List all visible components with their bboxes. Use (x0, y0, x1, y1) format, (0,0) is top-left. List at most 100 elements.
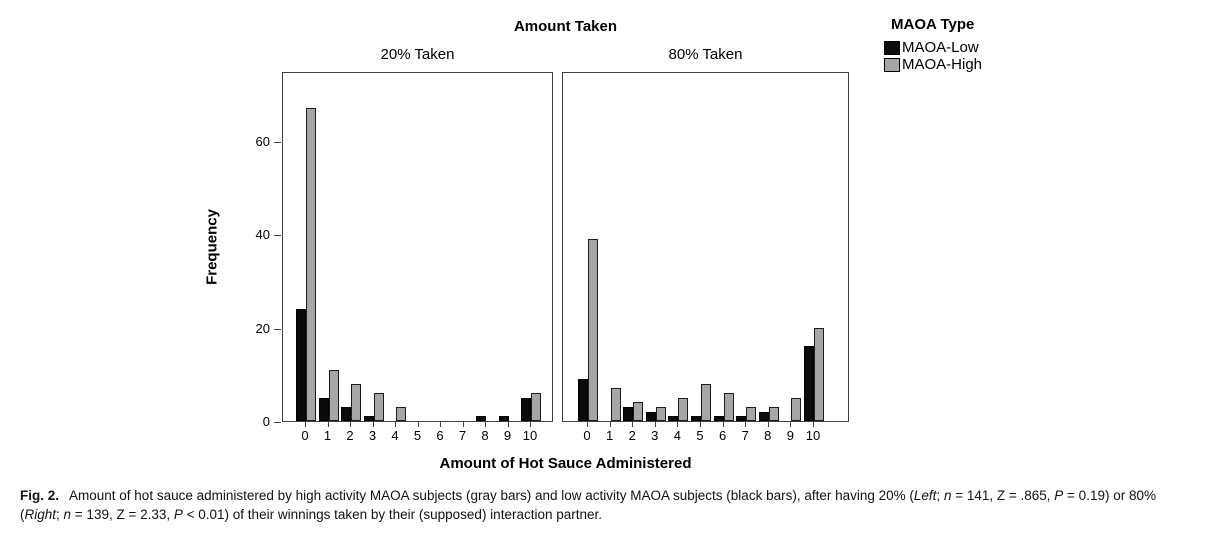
bar-maoa-high (633, 402, 644, 421)
bar-maoa-high (814, 328, 824, 421)
bar-maoa-high (655, 407, 666, 421)
x-tick-label: 10 (805, 428, 821, 443)
bar-maoa-low (476, 416, 486, 421)
bar-maoa-high (701, 384, 711, 421)
y-tick (274, 142, 281, 143)
x-tick-label: 9 (503, 428, 512, 443)
x-tick-label: 4 (673, 428, 681, 443)
bar-maoa-high (373, 393, 384, 421)
bar-maoa-high (610, 388, 621, 421)
y-axis-title: Frequency (203, 209, 221, 285)
x-tick-label: 7 (741, 428, 749, 443)
x-tick (305, 422, 306, 427)
bar-maoa-high (351, 384, 361, 421)
y-tick-label: 20 (255, 320, 270, 336)
x-tick (440, 422, 441, 427)
x-tick-label: 4 (391, 428, 399, 443)
caption-text: Left (913, 488, 937, 503)
y-tick (274, 235, 281, 237)
y-tick-label: 60 (255, 134, 270, 149)
x-tick (507, 422, 509, 427)
x-tick-label: 10 (522, 428, 538, 443)
x-tick (745, 422, 747, 427)
caption-text: P (173, 506, 183, 522)
x-tick-label: 3 (651, 428, 659, 443)
bar-maoa-low (691, 416, 701, 421)
x-axis-title: Amount of Hot Sauce Administered (439, 455, 692, 472)
legend: MAOA Type MAOA-Low MAOA-High (884, 16, 982, 73)
panel-title-right: 80% Taken (668, 46, 743, 63)
bar-maoa-high (328, 370, 339, 421)
bar-maoa-high (791, 398, 802, 421)
legend-title: MAOA Type (891, 16, 975, 33)
caption-text: < 0.01) of their winnings taken by their… (182, 506, 603, 522)
bar-maoa-low (758, 412, 769, 421)
bar-maoa-low (296, 309, 306, 421)
x-tick (790, 422, 792, 427)
bar-maoa-high (531, 393, 541, 421)
x-tick (485, 422, 486, 427)
x-tick (700, 422, 701, 427)
bar-maoa-low (623, 407, 634, 421)
bar-maoa-low (498, 416, 509, 421)
x-tick (632, 422, 634, 427)
x-tick (372, 422, 374, 427)
caption-text: n (943, 488, 952, 503)
chart-title: Amount Taken (513, 18, 618, 35)
bar-maoa-low (713, 416, 724, 421)
legend-swatch-maoa-high (884, 57, 900, 72)
bar-maoa-high (678, 398, 689, 421)
x-tick-label: 7 (458, 428, 467, 443)
bar-maoa-low (521, 398, 531, 421)
legend-item-maoa-high: MAOA-High (884, 56, 982, 73)
x-tick-label: 2 (346, 428, 354, 443)
x-tick-label: 6 (436, 428, 444, 443)
legend-item-maoa-low: MAOA-Low (884, 39, 982, 56)
caption-text: ; (56, 506, 64, 522)
caption-text: P (1054, 488, 1064, 503)
x-tick (327, 422, 329, 427)
x-tick-label: 6 (718, 428, 727, 443)
legend-label: MAOA-High (902, 56, 983, 73)
x-tick-label: 8 (764, 428, 772, 443)
x-tick (530, 422, 531, 427)
bar-maoa-high (588, 239, 598, 421)
x-tick-label: 2 (628, 428, 636, 443)
bar-maoa-high (306, 108, 316, 421)
x-tick-label: 3 (368, 428, 377, 443)
caption-text: ; (936, 488, 944, 503)
bar-maoa-low (804, 346, 814, 421)
x-tick-label: 0 (583, 428, 591, 443)
bar-maoa-low (668, 416, 679, 421)
panel-plot-right (562, 72, 849, 422)
x-tick (395, 422, 396, 427)
figure-caption: Fig. 2. Amount of hot sauce administered … (20, 487, 1198, 524)
caption-text: = 141, Z = .865, (951, 488, 1055, 503)
caption-text: Amount of hot sauce administered by high… (69, 488, 914, 503)
x-tick-label: 5 (413, 428, 422, 443)
bar-maoa-low (578, 379, 588, 421)
legend-label: MAOA-Low (902, 39, 979, 56)
x-tick (677, 422, 679, 427)
x-tick-label: 0 (301, 428, 309, 443)
x-tick (587, 422, 588, 427)
panel-plot-left (282, 72, 553, 422)
bar-maoa-low (341, 407, 351, 421)
caption-figure-label: Fig. 2. (20, 488, 60, 503)
x-tick (417, 422, 419, 427)
y-tick-label: 40 (255, 227, 270, 243)
legend-swatch-maoa-low (884, 40, 900, 55)
bar-maoa-high (768, 407, 779, 421)
x-tick-label: 9 (786, 428, 794, 443)
x-tick (767, 422, 769, 427)
x-tick-label: 1 (605, 428, 614, 443)
y-tick-label: 0 (262, 414, 270, 429)
x-tick (609, 422, 611, 427)
bar-maoa-low (363, 416, 374, 421)
caption-text: n (63, 506, 72, 522)
y-tick (274, 422, 281, 423)
bar-maoa-low (318, 398, 329, 421)
bar-maoa-high (723, 393, 734, 421)
x-tick-label: 8 (481, 428, 489, 443)
